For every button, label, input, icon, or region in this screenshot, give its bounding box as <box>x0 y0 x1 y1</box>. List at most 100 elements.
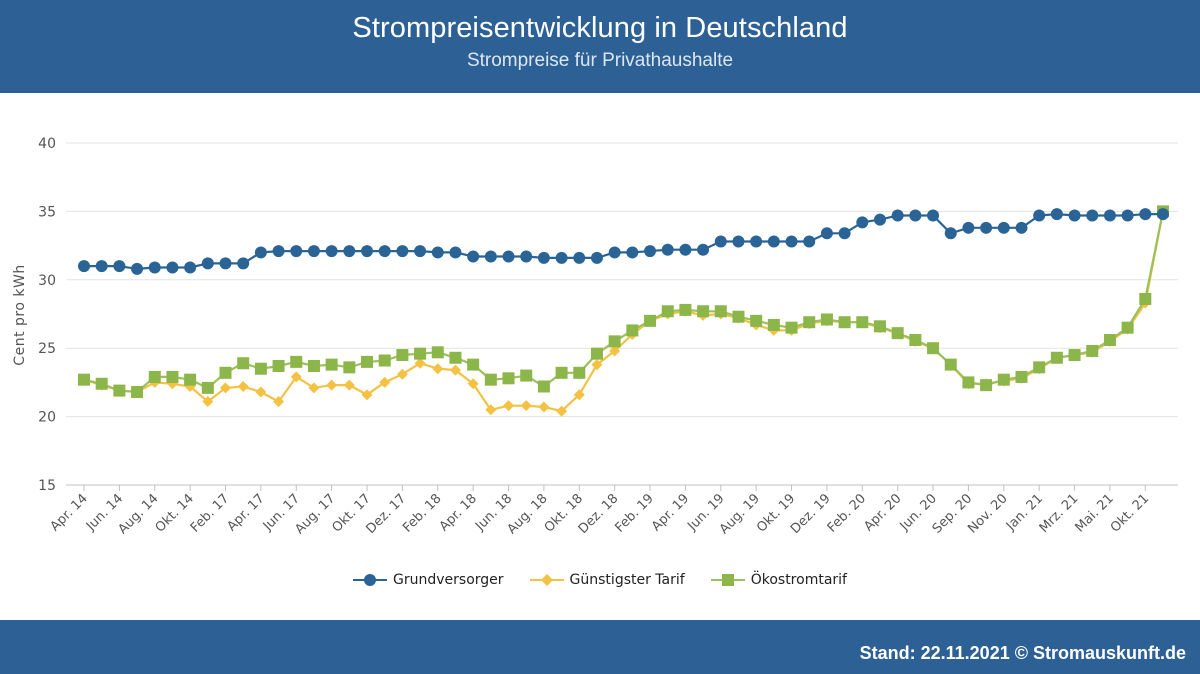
y-tick-label: 40 <box>38 136 56 152</box>
data-point <box>237 357 250 370</box>
data-point <box>201 381 214 394</box>
y-tick-label: 20 <box>38 410 56 426</box>
data-point <box>432 363 444 375</box>
data-point <box>290 245 303 258</box>
data-point <box>201 257 214 270</box>
data-point <box>290 355 303 368</box>
y-tick-label: 35 <box>38 204 56 220</box>
data-point <box>856 316 869 329</box>
data-point <box>873 213 886 226</box>
data-point <box>1086 209 1099 222</box>
x-tick-label: Apr. 17 <box>225 491 268 534</box>
x-tick-label: Dez. 19 <box>788 491 834 537</box>
data-point <box>590 251 603 264</box>
data-point <box>644 314 657 327</box>
data-point <box>220 382 232 394</box>
data-point <box>1068 349 1081 362</box>
y-tick-labels: 15 20 25 30 35 40 <box>38 136 56 494</box>
data-point <box>308 382 320 394</box>
data-point <box>591 359 603 371</box>
data-point <box>626 324 639 337</box>
x-tick-label: Apr. 19 <box>649 491 692 534</box>
legend-item-oekostromtarif[interactable]: Ökostromtarif <box>710 572 847 588</box>
data-point <box>131 262 144 275</box>
data-point <box>166 261 179 274</box>
legend-label: Günstigster Tarif <box>569 572 685 588</box>
data-point <box>803 235 816 248</box>
data-point <box>750 314 763 327</box>
stand-credit: Stand: 22.11.2021 © Stromauskunft.de <box>859 643 1186 663</box>
data-point <box>78 373 90 386</box>
data-point <box>307 359 320 372</box>
x-tick-label: Feb. 19 <box>612 491 656 535</box>
legend: Grundversorger Günstigster Tarif Ökostro… <box>0 572 1200 588</box>
data-point <box>520 250 533 263</box>
data-point <box>997 373 1010 386</box>
data-point <box>502 250 515 263</box>
x-tick-label: Dez. 18 <box>576 491 622 537</box>
data-point <box>732 235 745 248</box>
data-point <box>767 235 780 248</box>
data-point <box>378 354 391 367</box>
data-point <box>1033 361 1046 374</box>
data-point <box>927 209 940 222</box>
data-point <box>1068 209 1081 222</box>
data-point <box>414 245 427 258</box>
circle-marker-icon <box>353 574 388 586</box>
x-tick-label: Apr. 14 <box>48 491 91 534</box>
data-point <box>891 209 904 222</box>
data-point <box>78 260 90 273</box>
data-point <box>361 355 374 368</box>
data-point <box>820 313 833 326</box>
data-point <box>219 257 232 270</box>
data-point <box>767 318 780 331</box>
data-point <box>1103 209 1116 222</box>
y-axis-label: Cent pro kWh <box>12 264 28 365</box>
data-point <box>273 396 285 408</box>
chart-subtitle: Strompreise für Privathaushalte <box>466 50 734 71</box>
data-point <box>326 379 338 391</box>
data-point <box>254 246 267 259</box>
data-point <box>272 359 285 372</box>
data-point <box>184 261 197 274</box>
series-group <box>78 205 1169 417</box>
grid-lines <box>66 142 1178 486</box>
data-point <box>414 357 426 369</box>
data-point <box>661 243 674 256</box>
data-point <box>484 250 497 263</box>
data-point <box>325 245 338 258</box>
legend-item-grundversorger[interactable]: Grundversorger <box>353 572 504 588</box>
data-point <box>272 245 285 258</box>
data-point <box>856 216 869 229</box>
x-tick-label: Apr. 20 <box>861 491 904 534</box>
data-point <box>962 376 975 389</box>
data-point <box>537 251 550 264</box>
data-point <box>962 221 975 234</box>
data-point <box>661 305 674 318</box>
data-point <box>431 346 444 359</box>
data-point <box>997 221 1010 234</box>
y-tick-label: 30 <box>38 273 56 289</box>
legend-item-guenstigster-tarif[interactable]: Günstigster Tarif <box>529 572 685 588</box>
data-point <box>838 316 851 329</box>
x-tick-label: Mrz. 21 <box>1037 491 1082 536</box>
data-point <box>573 251 586 264</box>
data-point <box>537 380 550 393</box>
data-point <box>909 333 922 346</box>
data-point <box>1121 209 1134 222</box>
data-point <box>555 366 568 379</box>
data-point <box>838 227 851 240</box>
data-point <box>927 342 940 355</box>
data-point <box>785 235 798 248</box>
data-point <box>378 245 391 258</box>
data-point <box>1139 208 1152 221</box>
data-point <box>484 373 497 386</box>
data-point <box>714 235 727 248</box>
data-point <box>1033 209 1046 222</box>
data-point <box>502 372 515 385</box>
chart-header: Strompreisentwicklung in Deutschland Str… <box>0 0 1200 93</box>
data-point <box>520 400 532 412</box>
data-point <box>396 349 409 362</box>
data-point <box>343 361 356 374</box>
